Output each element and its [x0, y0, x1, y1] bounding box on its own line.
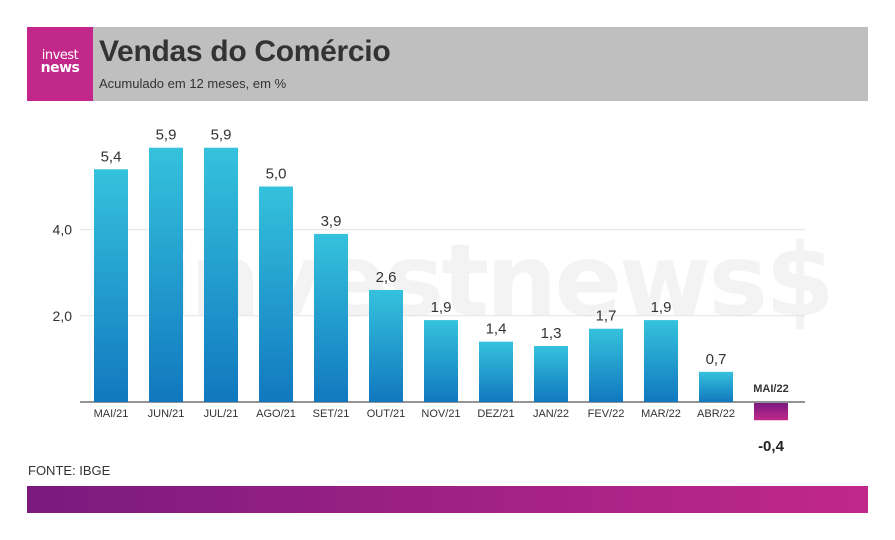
bar-value-label: -0,4 — [758, 438, 785, 455]
labels: 2,0 4,0 5,4 MAI/21 5,9 JUN/21 5,9 JUL/21 5,0 AGO/… — [53, 127, 789, 456]
bar-value-label: 2,6 — [376, 269, 397, 286]
bar-value-label: 0,7 — [706, 351, 727, 368]
bar — [314, 233, 348, 402]
bar-value-label: 1,3 — [541, 325, 562, 342]
logo-text-news: news — [40, 60, 80, 76]
x-tick-label: NOV/21 — [421, 408, 460, 420]
bar-value-label: 5,4 — [101, 148, 122, 165]
bar — [149, 147, 183, 402]
bar — [699, 371, 733, 402]
chart-subtitle: Acumulado em 12 meses, em % — [99, 76, 287, 91]
x-tick-label: ABR/22 — [697, 408, 735, 420]
bar — [424, 320, 458, 402]
bar — [479, 341, 513, 402]
bar — [754, 403, 788, 421]
bar-value-label: 1,9 — [651, 299, 672, 316]
y-tick-label: 2,0 — [53, 308, 73, 324]
x-tick-label: SET/21 — [313, 408, 350, 420]
bars — [94, 147, 788, 421]
bar — [94, 169, 128, 402]
x-tick-label: MAR/22 — [641, 408, 681, 420]
bar-value-label: 1,4 — [486, 321, 507, 338]
bar-value-label: 5,0 — [266, 166, 287, 183]
x-tick-label: AGO/21 — [256, 408, 296, 420]
bar — [259, 186, 293, 402]
investnews-logo: invest news — [27, 27, 93, 101]
logo-text-invest: invest — [41, 48, 79, 63]
x-tick-label: JUN/21 — [148, 408, 185, 420]
bar — [589, 328, 623, 402]
bar-value-label: 1,9 — [431, 299, 452, 316]
x-tick-label: JUL/21 — [204, 408, 239, 420]
bar — [644, 320, 678, 402]
x-tick-label: MAI/22 — [753, 383, 788, 395]
x-tick-label: FEV/22 — [588, 408, 625, 420]
x-tick-label: MAI/21 — [94, 408, 129, 420]
bar-value-label: 5,9 — [211, 127, 232, 144]
bar-value-label: 5,9 — [156, 127, 177, 144]
bar — [369, 289, 403, 402]
bar-value-label: 3,9 — [321, 213, 342, 230]
y-tick-label: 4,0 — [53, 222, 73, 238]
bar-value-label: 1,7 — [596, 308, 617, 325]
bar — [204, 147, 238, 402]
chart-title: Vendas do Comércio — [99, 35, 391, 68]
source-note: FONTE: IBGE — [28, 463, 111, 478]
x-tick-label: JAN/22 — [533, 408, 569, 420]
x-tick-label: DEZ/21 — [477, 408, 514, 420]
bar — [534, 345, 568, 402]
chart-header: invest news Vendas do Comércio Acumulado… — [27, 27, 868, 101]
footer-gradient-bar — [27, 486, 868, 513]
x-tick-label: OUT/21 — [367, 408, 406, 420]
